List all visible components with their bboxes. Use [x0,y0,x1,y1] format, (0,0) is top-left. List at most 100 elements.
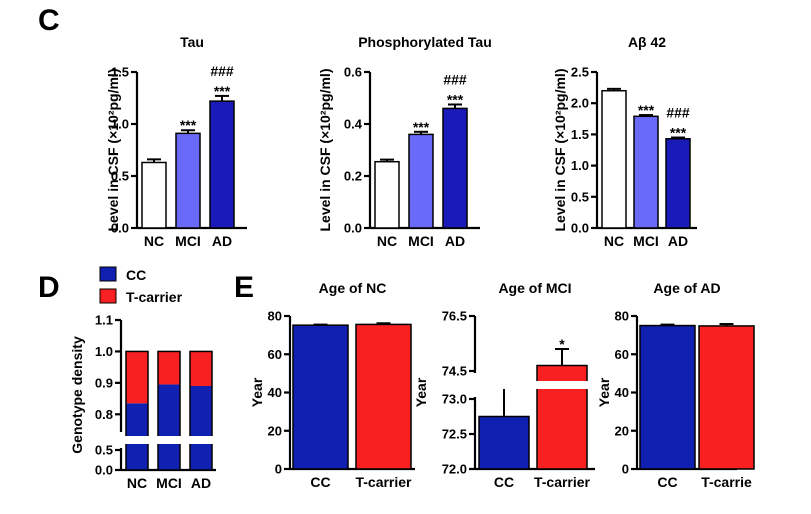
chart-e2: Age of MCI Year 72.0 72.5 73.0 74.5 76.5 CC * T-c… [413,280,595,490]
bar-outline [189,350,213,471]
y-tick-label: 1.1 [95,313,113,328]
y-tick-label: 73.0 [442,392,467,407]
y-tick-label: 20 [268,423,282,438]
chart-e1: Age of NC Year 0 20 40 60 80 CC T-carrier [249,280,415,490]
bar-cc [478,415,530,470]
x-tick-label: MCI [156,475,182,491]
x-tick-label: MCI [175,233,201,249]
axis-break-band [474,381,594,389]
chart-title: Phosphorylated Tau [358,34,492,50]
bar-t-carrier-nc [126,351,148,404]
y-tick-label: 60 [268,347,282,362]
y-tick-label: 80 [615,309,629,324]
panel-letter-e: E [234,271,254,304]
x-tick-label: NC [377,233,397,249]
bar-t-carrier-ad [190,351,212,386]
y-tick-label: 74.5 [442,364,467,379]
y-tick-label: 0.4 [344,117,363,132]
x-tick-label: NC [604,233,624,249]
y-tick-label: 1.0 [111,117,129,132]
x-tick-label: CC [657,474,677,490]
bar-outline [125,350,149,471]
legend-label-cc: CC [126,267,146,283]
chart-title: Age of NC [319,280,387,296]
y-tick-label: 60 [615,347,629,362]
y-tick-label: 20 [615,423,629,438]
bar-mci [408,133,434,229]
x-tick-label: MCI [408,233,434,249]
y-tick-label: 0.0 [95,463,113,478]
bar-cc [292,324,349,470]
chart-title: Age of MCI [498,280,571,296]
significance-mark: *** [214,83,231,99]
y-axis-label: Level in CSF (×10²pg/ml) [552,69,568,232]
y-tick-label: 2.0 [571,96,589,111]
x-tick-label: CC [310,474,330,490]
bar-mci [633,115,659,229]
x-tick-label: AD [191,475,211,491]
y-axis-label: Genotype density [69,336,85,454]
chart-c1: Tau Level in CSF (×10²pg/ml)0.0 0.5 1.0 1.5 N… [105,34,247,249]
bar-outline [157,350,181,471]
x-tick-label: AD [445,233,465,249]
bar-cc-ad [190,386,212,470]
panel-letter-c: C [38,4,60,37]
y-tick-label: 40 [268,385,282,400]
significance-mark: ### [210,63,234,79]
x-tick-label: T-carrie [701,474,752,490]
y-tick-label: 0.6 [344,65,362,80]
chart-title: Age of AD [653,280,720,296]
significance-mark: * [559,336,565,352]
y-tick-label: 40 [615,385,629,400]
y-tick-label: 0.8 [95,407,113,422]
significance-mark: *** [670,125,687,141]
x-tick-label: AD [212,233,232,249]
y-tick-label: 0 [275,462,282,477]
y-axis-label: Level in CSF (×10²pg/ml) [317,69,333,232]
y-axis-label: Year [596,377,612,407]
bar-nc [374,160,400,229]
bar-cc-mci [158,384,180,470]
y-tick-label: 0.0 [571,221,589,236]
panel-letter-d: D [38,271,60,304]
y-tick-label: 76.5 [442,309,467,324]
chart-c2: Phosphorylated Tau Level in CSF (×10²pg/m… [317,34,492,249]
bar-cc [639,324,696,470]
y-tick-label: 72.5 [442,427,467,442]
legend-label-t-carrier: T-carrier [126,289,183,305]
legend-swatch-t-carrier [99,288,117,304]
y-tick-label: 1.5 [111,65,129,80]
chart-title: Tau [180,34,204,50]
bar-t-carrier [355,323,412,470]
y-axis-label: Year [249,377,265,407]
y-tick-label: 0.9 [95,375,113,390]
bar-nc [141,161,167,229]
legend-swatch-cc [99,266,117,282]
y-tick-label: 1.0 [95,344,113,359]
x-tick-label: CC [494,474,514,490]
x-tick-label: T-carrier [534,474,591,490]
chart-c3: Aβ 42 Level in CSF (×10²pg/ml) 0.0 0.5 1.0 1.… [552,34,697,249]
bar-nc [601,89,627,229]
significance-mark: *** [638,102,655,118]
y-axis-label: Level in CSF (×10²pg/ml) [105,69,121,232]
chart-d: Genotype density 0.0 0.5 0.8 0.9 1.0 1.1 NC MCI A… [69,313,216,491]
y-tick-label: 80 [268,309,282,324]
significance-mark: *** [447,92,464,108]
y-tick-label: 0.5 [111,169,129,184]
x-tick-label: MCI [633,233,659,249]
bar-ad [209,100,235,229]
y-tick-label: 0.5 [571,189,589,204]
x-tick-label: NC [144,233,164,249]
genotype-legend: CC T-carrier [99,266,183,305]
y-tick-label: 0.5 [95,443,113,458]
chart-e3: Age of AD Year 0 20 40 60 80 CC T-carrie [596,280,755,490]
significance-mark: ### [666,105,690,121]
y-tick-label: 0.2 [344,169,362,184]
bar-mci [175,132,201,229]
significance-mark: ### [443,72,467,88]
y-tick-label: 0 [622,462,629,477]
significance-mark: *** [413,119,430,135]
